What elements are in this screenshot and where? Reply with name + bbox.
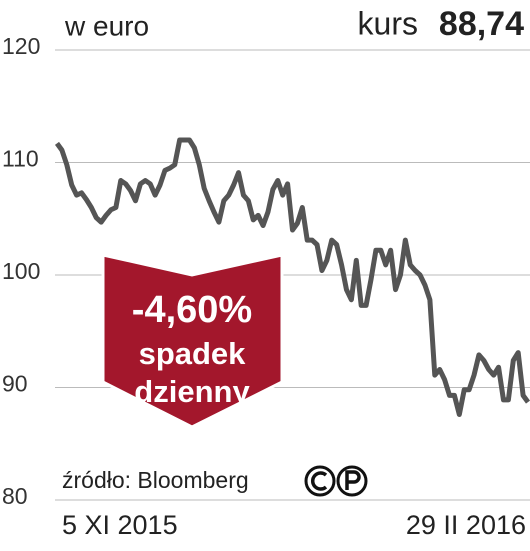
annotation-line: dzienny (134, 374, 250, 409)
x-tick-label: 5 XI 2015 (62, 510, 178, 540)
price-line (54, 137, 530, 417)
y-tick-label: 90 (2, 371, 28, 397)
price-label: kurs (358, 5, 418, 41)
unit-label: w euro (64, 10, 149, 41)
source: źródło: Bloomberg (62, 467, 249, 493)
x-tick-label: 29 II 2016 (406, 510, 526, 540)
change-label: -4,60% (132, 289, 252, 331)
y-tick-label: 120 (2, 33, 40, 59)
copyright-icons (304, 465, 368, 497)
y-tick-label: 110 (2, 146, 39, 172)
y-tick-label: 80 (2, 483, 28, 509)
y-tick-label: 100 (2, 258, 40, 284)
price: 88,74 (439, 5, 524, 43)
down-arrow (101, 253, 284, 429)
annotation-line: spadek (139, 336, 247, 371)
